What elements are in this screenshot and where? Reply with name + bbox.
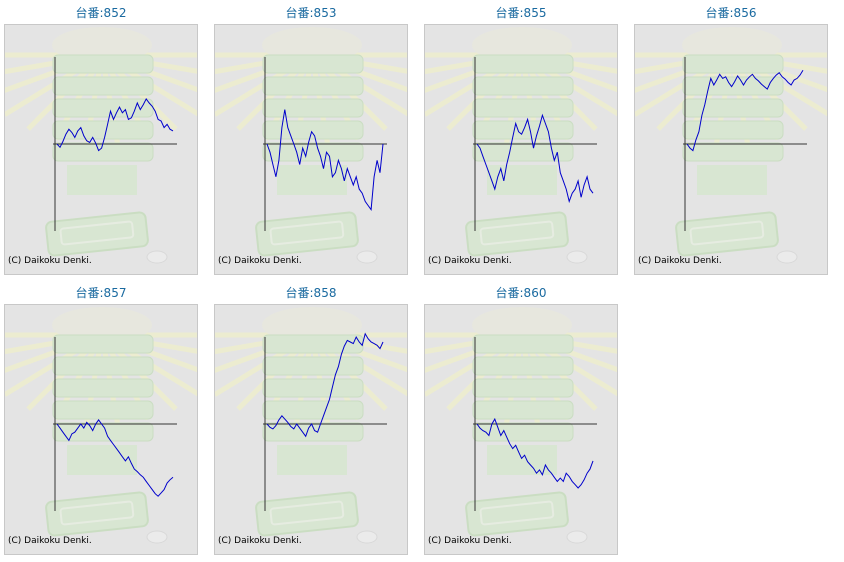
chart-title: 台番:855 [495,6,547,20]
machine-watermark-icon [425,27,617,264]
series-line [476,417,594,489]
chart-panel: 台番:857 (C) Daikoku Denki. [4,284,198,555]
chart-frame: (C) Daikoku Denki. [4,304,198,555]
copyright-text: (C) Daikoku Denki. [428,256,512,266]
chart-frame: (C) Daikoku Denki. [214,304,408,555]
chart-title: 台番:856 [705,6,757,20]
chart-title: 台番:852 [75,6,127,20]
copyright-text: (C) Daikoku Denki. [218,536,302,546]
chart-panel: 台番:860 (C) Daikoku Denki. [424,284,618,555]
chart-panel: 台番:858 (C) Daikoku Denki. [214,284,408,555]
line-chart [5,27,197,264]
machine-watermark-icon [425,307,617,544]
machine-watermark-icon [5,307,197,544]
line-chart [215,27,407,264]
copyright-text: (C) Daikoku Denki. [638,256,722,266]
series-line [266,332,384,438]
copyright-text: (C) Daikoku Denki. [8,256,92,266]
chart-panel: 台番:853 (C) Daikoku Denki. [214,4,408,275]
machine-watermark-icon [635,27,827,264]
chart-frame: (C) Daikoku Denki. [214,24,408,275]
series-line [56,419,174,497]
chart-frame: (C) Daikoku Denki. [634,24,828,275]
chart-frame: (C) Daikoku Denki. [4,24,198,275]
line-chart [425,307,617,544]
chart-panel: 台番:855 (C) Daikoku Denki. [424,4,618,275]
machine-watermark-icon [5,27,197,264]
copyright-text: (C) Daikoku Denki. [8,536,92,546]
copyright-text: (C) Daikoku Denki. [428,536,512,546]
series-line [56,97,174,152]
series-line [476,113,594,204]
chart-frame: (C) Daikoku Denki. [424,24,618,275]
chart-panel: 台番:856 (C) Daikoku Denki. [634,4,828,275]
chart-title: 台番:858 [285,286,337,300]
machine-watermark-icon [215,27,407,264]
chart-panel: 台番:852 (C) Daikoku Denki. [4,4,198,275]
chart-title: 台番:860 [495,286,547,300]
chart-title: 台番:857 [75,286,127,300]
line-chart [5,307,197,544]
line-chart [635,27,827,264]
series-line [266,109,384,211]
line-chart [425,27,617,264]
copyright-text: (C) Daikoku Denki. [218,256,302,266]
chart-frame: (C) Daikoku Denki. [424,304,618,555]
line-chart [215,307,407,544]
machine-watermark-icon [215,307,407,544]
chart-title: 台番:853 [285,6,337,20]
series-line [686,69,804,152]
